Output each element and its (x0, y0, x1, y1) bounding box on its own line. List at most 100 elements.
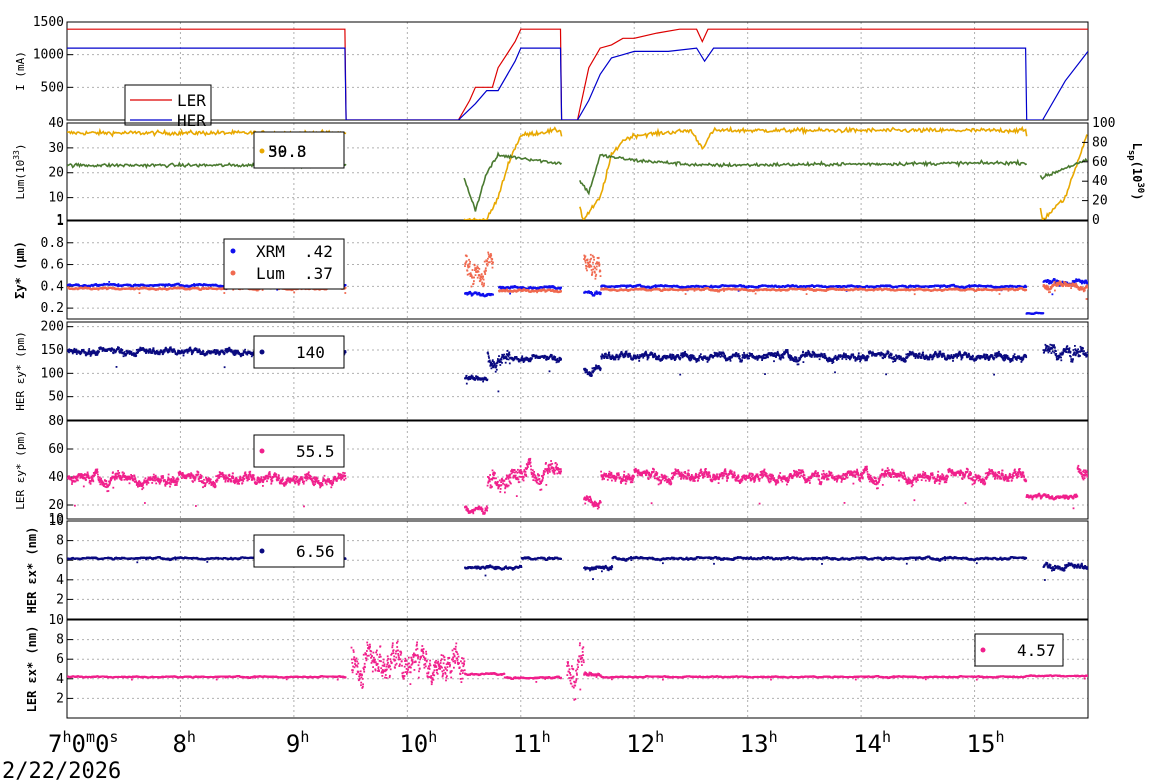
data-point (591, 292, 594, 294)
legend-value: 50.8 (268, 142, 307, 161)
legend: 50.839.3 (253, 131, 345, 169)
data-point (1071, 280, 1074, 282)
ytick-right-label: 40 (1092, 174, 1108, 189)
data-point (595, 268, 598, 271)
data-point (1087, 282, 1088, 285)
data-point (598, 263, 601, 266)
data-point (466, 273, 469, 276)
data-point (108, 281, 111, 283)
legend-box (124, 84, 212, 126)
data-point (1058, 285, 1061, 287)
data-point (487, 257, 489, 260)
data-point (193, 285, 196, 288)
data-point (595, 262, 597, 265)
data-point (477, 267, 480, 269)
data-point (486, 263, 489, 266)
legend-label-ler: LER (177, 91, 206, 110)
data-point (592, 268, 595, 271)
data-point (590, 269, 593, 271)
data-point (484, 267, 487, 270)
series-line-her (67, 47, 1088, 120)
ytick-label: 1000 (33, 48, 64, 63)
ytick-label: 10 (48, 191, 64, 206)
data-point (625, 286, 628, 289)
data-point (594, 277, 597, 280)
data-point (484, 271, 486, 274)
data-point (591, 271, 594, 274)
data-point (560, 290, 562, 293)
data-point (465, 255, 468, 258)
data-point (481, 277, 484, 280)
data-point (591, 273, 594, 275)
data-point (589, 253, 592, 256)
data-point (599, 292, 602, 294)
data-point (1048, 282, 1051, 285)
data-point (1042, 312, 1045, 314)
data-point (467, 263, 470, 266)
ytick-label: 500 (41, 80, 64, 95)
data-point (486, 260, 488, 262)
data-point (599, 293, 602, 296)
data-point (469, 275, 472, 277)
ytick-label: 20 (48, 166, 64, 181)
data-point (466, 269, 469, 272)
data-point (232, 288, 235, 291)
data-point (487, 253, 490, 256)
data-point (1081, 281, 1083, 284)
data-point (589, 261, 591, 263)
panel-frame (66, 220, 1089, 320)
legend-swatch (259, 148, 265, 154)
data-point (481, 283, 483, 286)
data-point (480, 275, 483, 278)
data-point (593, 294, 596, 296)
data-point (599, 270, 602, 272)
data-point (469, 272, 472, 275)
data-point (1054, 282, 1057, 285)
data-point (483, 284, 485, 287)
data-point (465, 260, 468, 263)
data-point (483, 282, 485, 285)
data-point (478, 274, 481, 276)
data-point (591, 274, 593, 276)
data-point (485, 269, 487, 272)
data-point (223, 292, 226, 294)
legend-value: 39.3 (268, 142, 307, 161)
data-point (481, 281, 484, 284)
ytick-label: 1 (56, 213, 64, 228)
data-point (968, 284, 971, 287)
data-point (476, 265, 479, 268)
ytick-label: 0.2 (41, 301, 64, 316)
data-point (1025, 286, 1028, 288)
data-point (522, 289, 525, 292)
data-point (486, 264, 489, 267)
data-point (591, 254, 594, 257)
data-point (584, 259, 587, 262)
panel-frame (66, 122, 1089, 221)
data-point (968, 286, 971, 289)
data-point (491, 258, 494, 260)
legend-box (253, 131, 345, 169)
data-point (138, 292, 141, 294)
data-point (737, 289, 740, 292)
data-point (597, 256, 600, 259)
data-point (487, 261, 490, 264)
panel-frame (66, 21, 1089, 121)
data-point (1073, 282, 1075, 284)
data-point (598, 264, 601, 267)
data-point (490, 260, 493, 263)
series-group (67, 28, 1088, 120)
data-point (586, 258, 589, 261)
series-points-lum (67, 251, 1088, 300)
data-point (474, 269, 476, 271)
data-point (470, 292, 473, 295)
data-point (469, 260, 471, 263)
data-point (477, 270, 480, 273)
data-point (468, 262, 471, 265)
data-point (490, 254, 493, 257)
ytick-right-label: 0 (1092, 213, 1100, 228)
series-line-lsp (67, 151, 1088, 212)
data-point (594, 275, 597, 278)
ytick-label: 1 (56, 214, 64, 229)
